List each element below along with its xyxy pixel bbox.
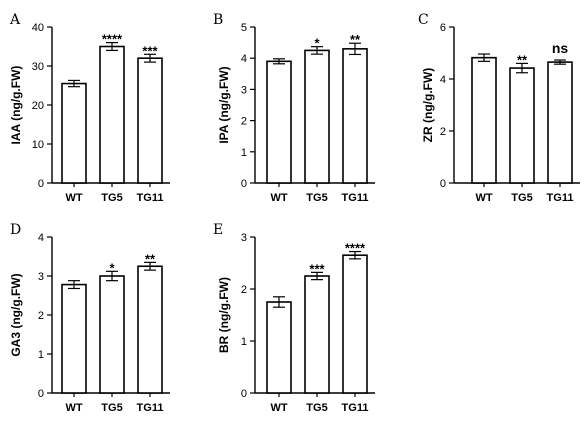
bar-tg5 — [99, 275, 125, 394]
bar-wt — [266, 60, 292, 184]
significance-label: * — [109, 260, 115, 275]
y-tick-label: 2 — [440, 126, 446, 138]
x-tick-label: WT — [270, 192, 287, 204]
panel-letter: B — [213, 12, 223, 28]
bar-tg5 — [509, 67, 535, 184]
bar-wt — [61, 82, 87, 184]
panel-letter: C — [418, 12, 429, 28]
bar-tg11 — [342, 48, 368, 184]
bar-tg5 — [304, 49, 330, 184]
x-tick-label: TG11 — [547, 192, 574, 204]
x-tick-label: TG5 — [101, 402, 122, 414]
x-tick-label: WT — [65, 402, 82, 414]
y-tick-label: 4 — [241, 53, 247, 65]
x-tick-label: WT — [270, 402, 287, 414]
bar-tg11 — [137, 57, 163, 184]
bar-wt — [61, 283, 87, 394]
y-tick-label: 3 — [38, 271, 44, 283]
significance-label: **** — [102, 32, 123, 47]
x-tick-label: TG5 — [511, 192, 532, 204]
y-tick-label: 1 — [241, 336, 247, 348]
bar-tg5 — [99, 45, 125, 184]
bar-tg5 — [304, 275, 330, 394]
significance-label: **** — [345, 241, 366, 256]
y-tick-label: 1 — [241, 147, 247, 159]
y-tick-label: 10 — [32, 139, 44, 151]
y-axis-title: GA3 (ng/g.FW) — [9, 273, 23, 356]
bar-tg11 — [137, 265, 163, 394]
bar-wt — [266, 301, 292, 394]
y-tick-label: 0 — [241, 388, 247, 400]
x-tick-label: TG11 — [137, 192, 164, 204]
y-axis-title: ZR (ng/g.FW) — [421, 68, 435, 143]
y-tick-label: 2 — [38, 310, 44, 322]
y-tick-label: 1 — [38, 349, 44, 361]
y-tick-label: 0 — [38, 178, 44, 190]
chart-panel-e: E 0 1 2 3 BR (ng/g.FW) WT TG5 *** TG11 **** — [213, 222, 375, 414]
x-tick-label: TG5 — [306, 402, 327, 414]
chart-panel-b: B 0 1 2 3 4 5 IPA (ng/g.FW) WT TG5 * TG11 ** — [213, 12, 375, 204]
y-tick-label: 3 — [241, 84, 247, 96]
significance-label: * — [314, 36, 320, 51]
panel-letter: A — [9, 12, 21, 28]
bar-tg11 — [547, 61, 573, 184]
y-tick-label: 30 — [32, 61, 44, 73]
x-tick-label: TG11 — [342, 192, 369, 204]
y-tick-label: 2 — [241, 284, 247, 296]
panel-letter: E — [213, 222, 223, 238]
y-tick-label: 2 — [241, 116, 247, 128]
significance-label: ** — [145, 251, 156, 266]
chart-panel-d: D 0 1 2 3 4 GA3 (ng/g.FW) WT TG5 * TG11 ** — [9, 222, 170, 414]
significance-label: *** — [309, 261, 325, 276]
y-tick-label: 0 — [38, 388, 44, 400]
x-tick-label: TG5 — [306, 192, 327, 204]
significance-label: *** — [142, 43, 158, 58]
x-tick-label: WT — [475, 192, 492, 204]
y-tick-label: 4 — [440, 74, 446, 86]
chart-panel-c: C 0 2 4 6 ZR (ng/g.FW) WT TG5 ** TG11 ns — [418, 12, 580, 204]
y-tick-label: 3 — [241, 232, 247, 244]
y-tick-label: 4 — [38, 232, 44, 244]
significance-label: ** — [517, 52, 528, 67]
x-tick-label: TG11 — [137, 402, 164, 414]
y-tick-label: 0 — [440, 178, 446, 190]
y-tick-label: 6 — [440, 22, 446, 34]
significance-label: ns — [552, 40, 569, 56]
y-axis-title: IPA (ng/g.FW) — [217, 66, 231, 143]
panel-letter: D — [10, 222, 21, 238]
chart-panel-a: A 0 10 20 30 40 IAA (ng/g.FW) WT TG5 **** TG11 *** — [9, 12, 170, 204]
x-tick-label: WT — [65, 192, 82, 204]
y-axis-title: IAA (ng/g.FW) — [9, 66, 23, 145]
x-tick-label: TG11 — [342, 402, 369, 414]
bar-tg11 — [342, 254, 368, 394]
y-axis-title: BR (ng/g.FW) — [217, 277, 231, 353]
y-tick-label: 0 — [241, 178, 247, 190]
significance-label: ** — [350, 32, 361, 47]
y-tick-label: 40 — [32, 22, 44, 34]
y-tick-label: 20 — [32, 100, 44, 112]
x-tick-label: TG5 — [101, 192, 122, 204]
bar-wt — [471, 56, 497, 184]
y-tick-label: 5 — [241, 22, 247, 34]
